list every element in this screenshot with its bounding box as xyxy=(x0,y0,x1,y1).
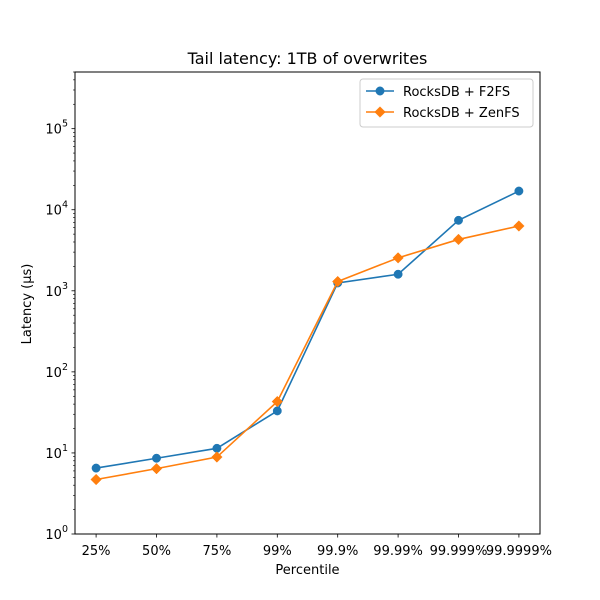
axes-frame xyxy=(74,71,541,535)
data-point xyxy=(211,451,223,463)
series-line-1 xyxy=(95,190,520,469)
data-point xyxy=(513,220,525,232)
plot-area: 100 101 102 103 104 105 25% 50% 75% 99% 99.9% 99.99… xyxy=(45,71,552,559)
data-point xyxy=(452,233,465,246)
y-tick-label: 102 xyxy=(45,362,68,381)
x-tick-label: 99.9999% xyxy=(486,544,552,559)
legend-label: RocksDB + F2FS xyxy=(403,85,510,100)
data-point xyxy=(454,215,463,225)
legend-marker xyxy=(374,106,386,118)
data-point xyxy=(90,473,102,486)
y-tick-label: 104 xyxy=(45,200,68,219)
x-tick-label: 99.99% xyxy=(373,544,423,559)
x-tick-label: 25% xyxy=(82,544,111,559)
data-point xyxy=(212,443,222,453)
x-tick-label: 75% xyxy=(202,544,231,559)
y-tick-label: 101 xyxy=(45,443,68,462)
x-axis-label: Percentile xyxy=(275,563,339,578)
series-line-2 xyxy=(95,225,520,481)
x-tick-label: 99.9% xyxy=(317,544,358,559)
legend: RocksDB + F2FS RocksDB + ZenFS xyxy=(359,78,534,128)
legend-marker xyxy=(375,86,385,96)
x-tick-label: 50% xyxy=(142,544,171,559)
data-point xyxy=(150,462,163,475)
legend-label: RocksDB + ZenFS xyxy=(403,106,520,121)
y-tick-label: 103 xyxy=(45,281,68,300)
chart-title: Tail latency: 1TB of overwrites xyxy=(187,49,428,68)
data-point xyxy=(514,186,524,196)
data-point xyxy=(91,463,101,473)
legend-box xyxy=(359,78,534,128)
data-point xyxy=(271,395,283,408)
data-point xyxy=(272,406,282,416)
y-axis-label: Latency (µs) xyxy=(20,264,35,345)
y-tick-label: 100 xyxy=(45,524,68,543)
x-tick-label: 99% xyxy=(263,544,292,559)
x-tick-label: 99.999% xyxy=(430,544,488,559)
data-point xyxy=(392,252,404,264)
data-point xyxy=(332,275,344,288)
y-tick-label: 105 xyxy=(45,119,68,138)
data-point xyxy=(152,453,161,463)
data-point xyxy=(393,269,403,279)
